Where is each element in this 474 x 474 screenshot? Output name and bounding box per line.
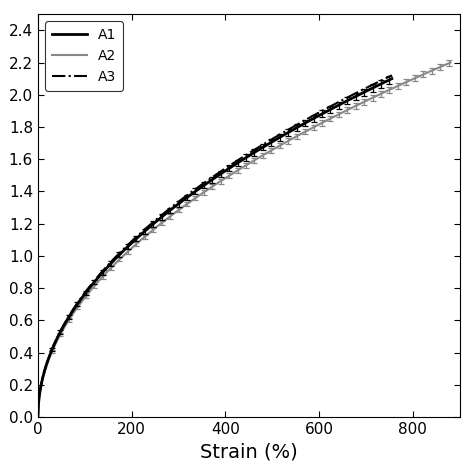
Line: A1: A1 — [38, 79, 392, 417]
A1 — [303, 119, 309, 125]
A2 — [298, 131, 303, 137]
A1 — [57, 330, 63, 336]
A2 — [60, 327, 66, 332]
A2 — [447, 60, 453, 65]
A3 — [340, 97, 346, 103]
A2 — [35, 414, 41, 420]
X-axis label: Strain (%): Strain (%) — [200, 443, 298, 462]
A2 — [390, 85, 396, 91]
A3 — [261, 141, 266, 147]
A3 — [35, 414, 41, 420]
A2 — [348, 106, 354, 111]
A3 — [57, 329, 63, 335]
Legend: A1, A2, A3: A1, A2, A3 — [45, 21, 123, 91]
A1 — [250, 151, 255, 156]
A1 — [241, 156, 246, 162]
A3 — [303, 117, 309, 122]
A2 — [285, 138, 291, 144]
Line: A2: A2 — [38, 63, 450, 417]
A1 — [35, 414, 41, 420]
A1 — [340, 100, 346, 106]
A1 — [261, 144, 266, 150]
A3 — [250, 148, 255, 154]
A2 — [274, 144, 280, 150]
A1 — [389, 76, 395, 82]
A3 — [389, 73, 395, 78]
A3 — [241, 154, 246, 159]
Line: A3: A3 — [38, 75, 392, 417]
